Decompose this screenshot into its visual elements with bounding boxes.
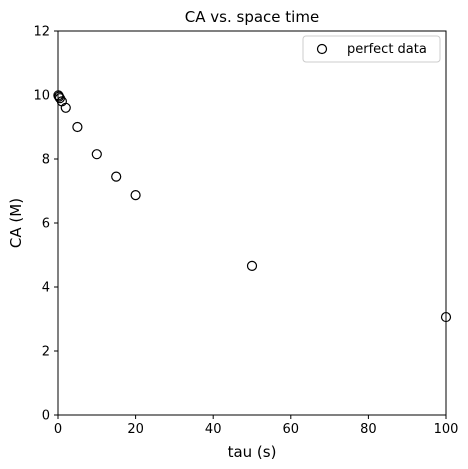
chart-title: CA vs. space time [185, 8, 319, 26]
x-tick-label: 80 [360, 422, 377, 437]
plot-area: 0 20 40 60 80 100 0 2 4 6 8 10 12 [33, 25, 458, 438]
data-point [440, 311, 452, 323]
legend-marker-icon [316, 43, 328, 55]
x-tick-label: 100 [434, 422, 459, 437]
x-tick-label: 40 [205, 422, 222, 437]
x-tick-label: 20 [127, 422, 144, 437]
y-tick-label: 6 [42, 217, 50, 232]
y-tick-label: 12 [33, 25, 50, 40]
y-tick-label: 4 [42, 281, 50, 296]
legend-box [302, 35, 441, 63]
data-point [91, 149, 102, 160]
data-point [111, 171, 122, 182]
data-point [54, 93, 66, 104]
axes-frame [57, 30, 447, 416]
legend: perfect data [302, 35, 441, 63]
y-tick-label: 10 [33, 89, 50, 104]
data-point [60, 102, 71, 113]
y-tick-label: 2 [42, 345, 50, 360]
y-axis-label: CA (M) [7, 198, 25, 248]
x-axis-label: tau (s) [228, 443, 277, 461]
data-point [246, 260, 258, 271]
y-tick-label: 8 [42, 153, 50, 168]
data-point [72, 121, 83, 133]
x-tick-label: 60 [283, 422, 300, 437]
x-tick-label: 0 [54, 422, 62, 437]
legend-label: perfect data [347, 42, 427, 57]
data-point [130, 190, 141, 201]
y-tick-label: 0 [42, 409, 50, 424]
